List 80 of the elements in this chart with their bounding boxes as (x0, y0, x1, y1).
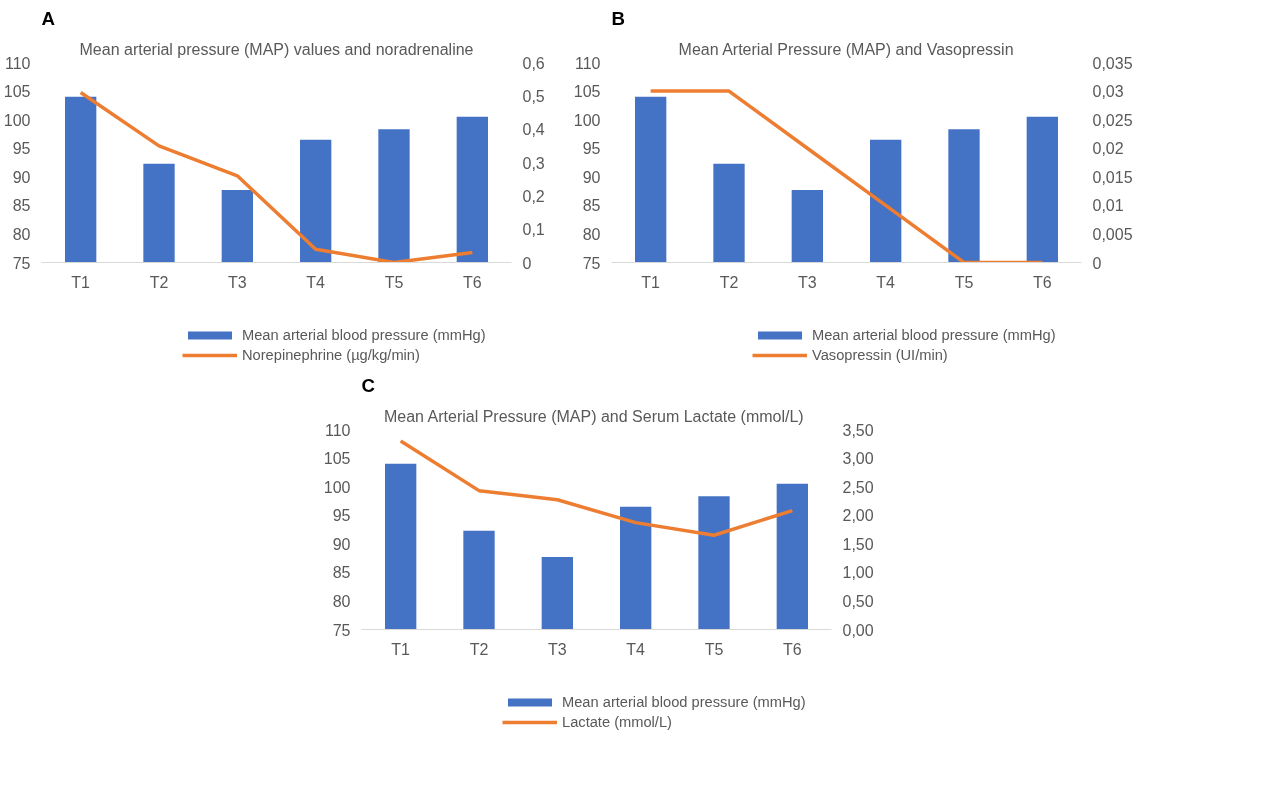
y2-tick-label: 1,00 (842, 564, 874, 582)
y2-tick-label: 0,3 (522, 154, 545, 172)
y2-tick-label: 2,50 (842, 478, 874, 496)
y-tick-label: 110 (324, 421, 351, 439)
y2-tick-label: 0,015 (1092, 168, 1133, 186)
y2-tick-label: 0,50 (842, 592, 874, 610)
y-tick-label: 85 (12, 197, 31, 215)
y-tick-label: 90 (582, 168, 601, 186)
y2-tick-label: 1,50 (842, 535, 874, 553)
y2-tick-label: 0,02 (1092, 140, 1124, 158)
y2-tick-label: 0,03 (1092, 83, 1124, 101)
line-series (648, 89, 1045, 263)
chart-title: Mean arterial pressure (MAP) values and noradrenaline (79, 40, 474, 58)
legend-label: Mean arterial blood pressure (mmHg) (812, 327, 1056, 343)
y-tick-label: 110 (4, 54, 31, 72)
x-tick-label: T2 (469, 640, 489, 658)
y2-tick-label: 0 (1092, 254, 1102, 272)
chart-title: Mean Arterial Pressure (MAP) and Serum Lactate (mmol/L) (383, 407, 804, 425)
y2-tick-label: 0,035 (1092, 54, 1133, 72)
y2-tick-label: 0,01 (1092, 197, 1124, 215)
x-tick-label: T5 (954, 273, 974, 291)
x-tick-label: T5 (384, 273, 404, 291)
y-tick-label: 75 (12, 254, 31, 272)
line-series (78, 90, 475, 263)
line-series (398, 439, 795, 537)
y2-tick-label: 0 (522, 254, 532, 272)
y2-tick-label: 0,5 (522, 87, 545, 105)
y2-tick-label: 3,00 (842, 450, 874, 468)
x-tick-label: T3 (228, 273, 247, 291)
y-tick-label: 75 (582, 254, 601, 272)
y-tick-label: 95 (582, 140, 601, 158)
text: C (361, 374, 375, 396)
y-tick-label: 95 (332, 507, 351, 525)
y-tick-label: 100 (573, 111, 601, 129)
x-tick-label: T4 (306, 273, 326, 291)
y2-tick-label: 0,2 (522, 187, 545, 205)
legend-label: Lactate (mmol/L) (562, 714, 672, 730)
x-tick-label: T1 (391, 640, 411, 658)
x-tick-label: T5 (704, 640, 724, 658)
text: B (611, 7, 625, 29)
x-tick-label: T6 (783, 640, 802, 658)
y2-tick-label: 0,6 (522, 54, 545, 72)
y-tick-label: 95 (12, 140, 31, 158)
y-tick-label: 80 (582, 225, 601, 243)
x-tick-label: T1 (71, 273, 91, 291)
y2-tick-label: 2,00 (842, 507, 874, 525)
y2-tick-label: 0,4 (522, 121, 545, 139)
text: A (41, 7, 55, 29)
x-tick-label: T4 (876, 273, 896, 291)
x-tick-label: T1 (641, 273, 661, 291)
y-tick-label: 105 (3, 83, 31, 101)
x-tick-label: T2 (149, 273, 169, 291)
y2-tick-label: 0,1 (522, 221, 545, 239)
legend-label: Norepinephrine (µg/kg/min) (242, 347, 420, 363)
chart-title: Mean Arterial Pressure (MAP) and Vasopressin (678, 40, 1014, 58)
y-tick-label: 100 (3, 111, 31, 129)
y-tick-label: 90 (12, 168, 31, 186)
x-tick-label: T2 (719, 273, 739, 291)
y-tick-label: 80 (332, 592, 351, 610)
y-tick-label: 85 (332, 564, 351, 582)
y-tick-label: 105 (323, 450, 351, 468)
x-tick-label: T6 (463, 273, 482, 291)
legend-label: Vasopressin (UI/min) (812, 347, 948, 363)
y2-tick-label: 0,00 (842, 621, 874, 639)
y-tick-label: 90 (332, 535, 351, 553)
y-tick-label: 110 (574, 54, 601, 72)
y-tick-label: 100 (323, 478, 351, 496)
x-tick-label: T3 (798, 273, 817, 291)
y2-tick-label: 0,005 (1092, 225, 1133, 243)
x-tick-label: T6 (1033, 273, 1052, 291)
legend-label: Mean arterial blood pressure (mmHg) (242, 327, 486, 343)
y2-tick-label: 3,50 (842, 421, 874, 439)
y-tick-label: 75 (332, 621, 351, 639)
x-tick-label: T3 (548, 640, 567, 658)
legend-label: Mean arterial blood pressure (mmHg) (562, 694, 806, 710)
x-tick-label: T4 (626, 640, 646, 658)
y-tick-label: 80 (12, 225, 31, 243)
y-tick-label: 85 (582, 197, 601, 215)
y-tick-label: 105 (573, 83, 601, 101)
y2-tick-label: 0,025 (1092, 111, 1133, 129)
